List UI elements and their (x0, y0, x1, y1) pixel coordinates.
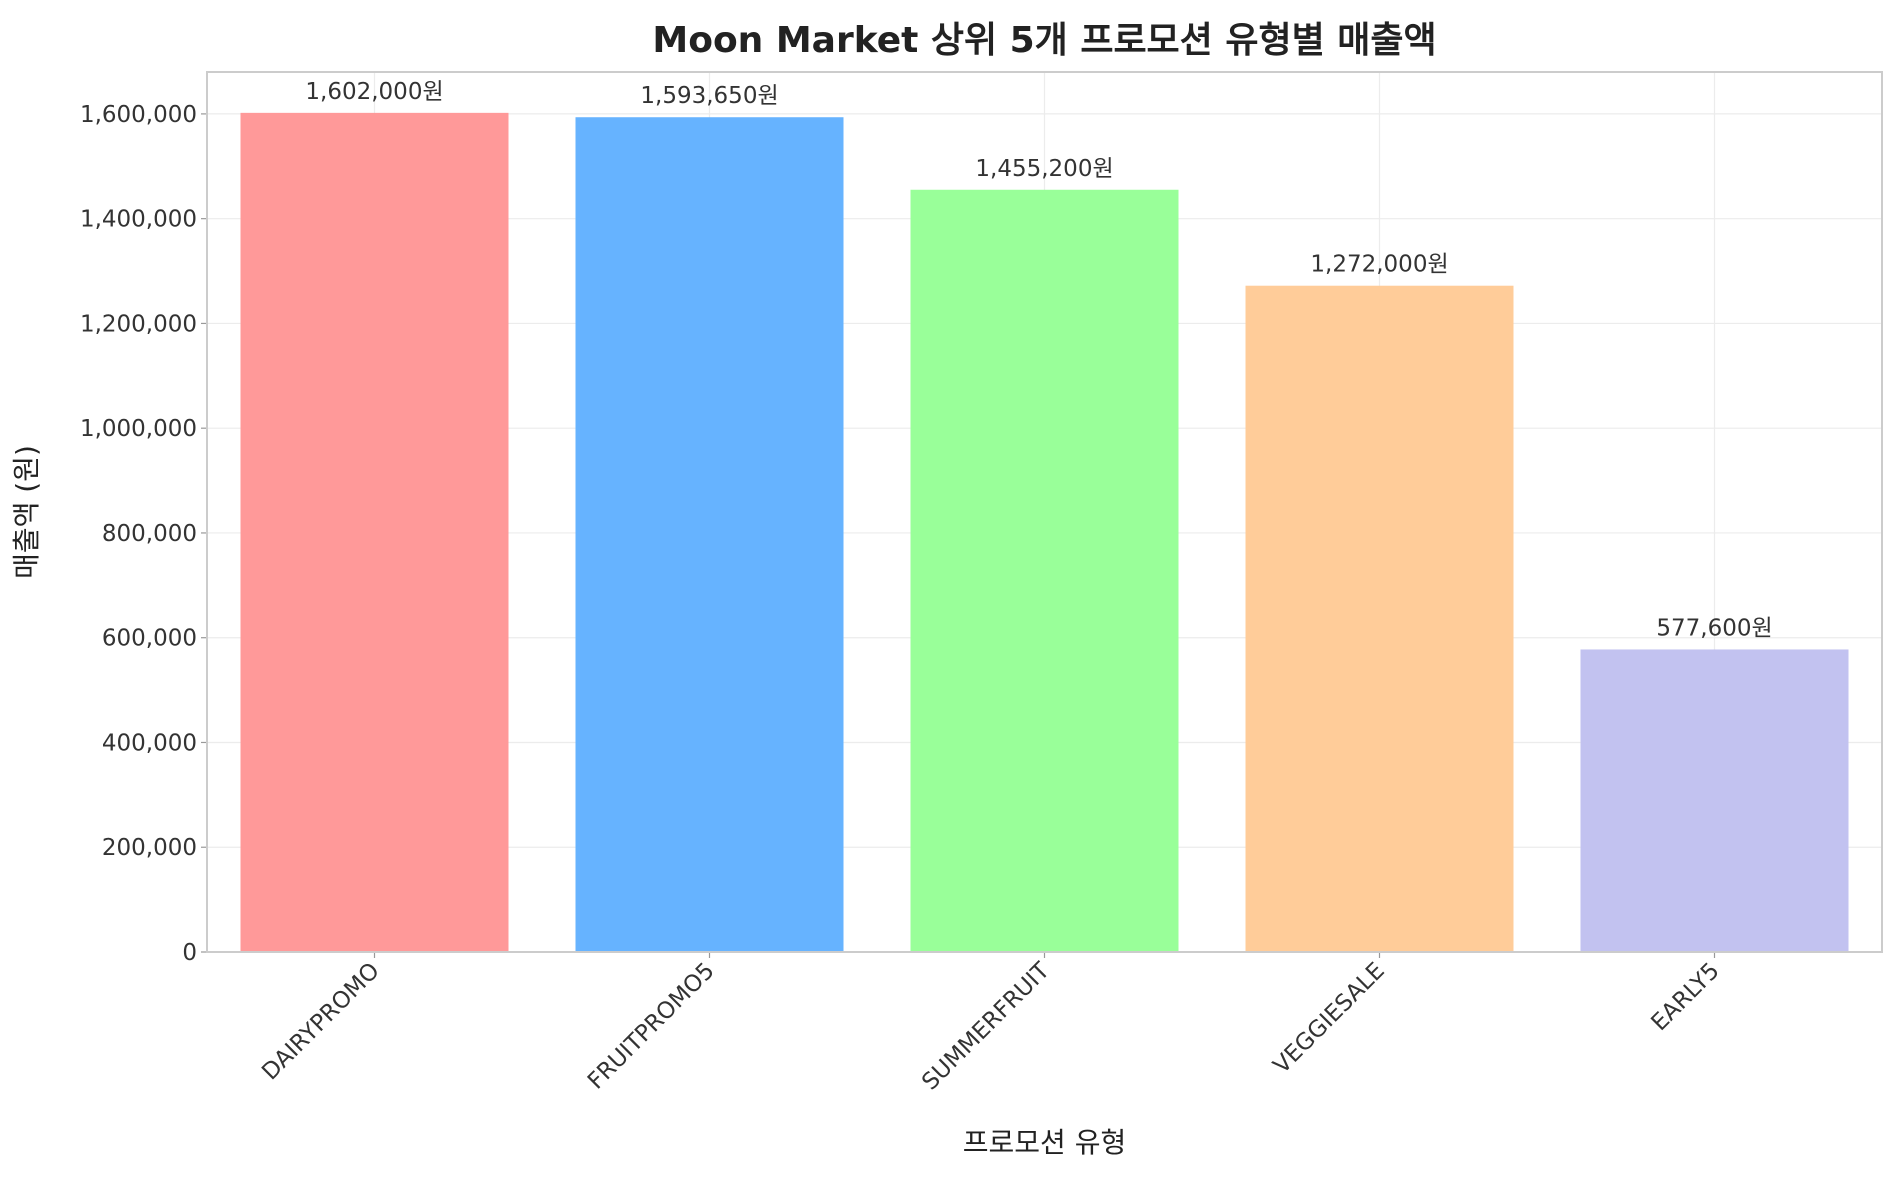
x-tick-label-early5: EARLY5 (1646, 958, 1724, 1036)
y-tick-label-6: 1,200,000 (80, 311, 197, 337)
y-tick-label-5: 1,000,000 (80, 416, 197, 442)
chart-title: Moon Market 상위 5개 프로모션 유형별 매출액 (652, 20, 1436, 61)
bar-value-label-summerfruit: 1,455,200원 (975, 156, 1113, 182)
y-tick-label-1: 200,000 (102, 835, 197, 861)
bar-value-label-veggiesale: 1,272,000원 (1310, 252, 1448, 278)
y-tick-label-2: 400,000 (102, 730, 197, 756)
x-axis-ticks: DAIRYPROMO FRUITPROMO5 SUMMERFRUIT VEGGIESA… (257, 952, 1725, 1095)
bar-value-labels: 1,602,000원 1,593,650원 1,455,200원 1,272,000원… (305, 79, 1772, 642)
bar-early5 (1580, 649, 1849, 952)
plot-frame (206, 71, 1883, 953)
bars (240, 112, 1849, 953)
bar-value-label-fruitpromo5: 1,593,650원 (640, 83, 778, 109)
y-tick-label-7: 1,400,000 (80, 207, 197, 233)
bar-fruitpromo5 (575, 117, 844, 952)
y-axis-ticks: 0 200,000 400,000 600,000 800,000 1,000,000 1,… (80, 102, 207, 966)
x-tick-label-summerfruit: SUMMERFRUIT (917, 957, 1055, 1095)
y-tick-label-0: 0 (182, 940, 197, 966)
y-tick-label-4: 800,000 (102, 521, 197, 547)
bar-dairypromo (240, 112, 509, 953)
y-axis-title: 매출액 (원) (10, 445, 43, 579)
y-tick-label-8: 1,600,000 (80, 102, 197, 128)
bar-summerfruit (910, 189, 1179, 952)
y-tick-label-3: 600,000 (102, 626, 197, 652)
x-tick-label-fruitpromo5: FRUITPROMO5 (583, 958, 720, 1095)
x-tick-label-dairypromo: DAIRYPROMO (257, 958, 384, 1085)
bar-veggiesale (1245, 285, 1514, 952)
bar-value-label-early5: 577,600원 (1656, 615, 1772, 641)
x-axis-title: 프로모션 유형 (963, 1126, 1126, 1159)
bar-value-label-dairypromo: 1,602,000원 (305, 79, 443, 105)
x-tick-label-veggiesale: VEGGIESALE (1269, 958, 1390, 1079)
